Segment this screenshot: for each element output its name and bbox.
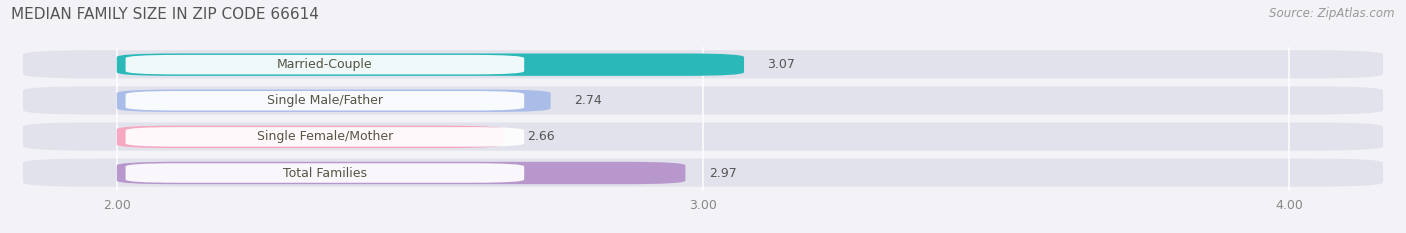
Text: Total Families: Total Families [283, 167, 367, 179]
FancyBboxPatch shape [117, 53, 744, 76]
Text: 3.07: 3.07 [768, 58, 796, 71]
Text: Single Female/Mother: Single Female/Mother [257, 130, 394, 143]
Text: Source: ZipAtlas.com: Source: ZipAtlas.com [1270, 7, 1395, 20]
Text: MEDIAN FAMILY SIZE IN ZIP CODE 66614: MEDIAN FAMILY SIZE IN ZIP CODE 66614 [11, 7, 319, 22]
Text: 2.66: 2.66 [527, 130, 555, 143]
Text: 2.74: 2.74 [574, 94, 602, 107]
Text: Married-Couple: Married-Couple [277, 58, 373, 71]
FancyBboxPatch shape [22, 123, 1384, 151]
FancyBboxPatch shape [22, 50, 1384, 78]
FancyBboxPatch shape [22, 86, 1384, 114]
FancyBboxPatch shape [125, 55, 524, 74]
Text: Single Male/Father: Single Male/Father [267, 94, 382, 107]
Text: 2.97: 2.97 [709, 167, 737, 179]
FancyBboxPatch shape [125, 163, 524, 183]
FancyBboxPatch shape [117, 162, 685, 184]
FancyBboxPatch shape [125, 91, 524, 110]
FancyBboxPatch shape [117, 126, 503, 148]
FancyBboxPatch shape [125, 127, 524, 147]
FancyBboxPatch shape [22, 158, 1384, 187]
FancyBboxPatch shape [117, 89, 551, 112]
